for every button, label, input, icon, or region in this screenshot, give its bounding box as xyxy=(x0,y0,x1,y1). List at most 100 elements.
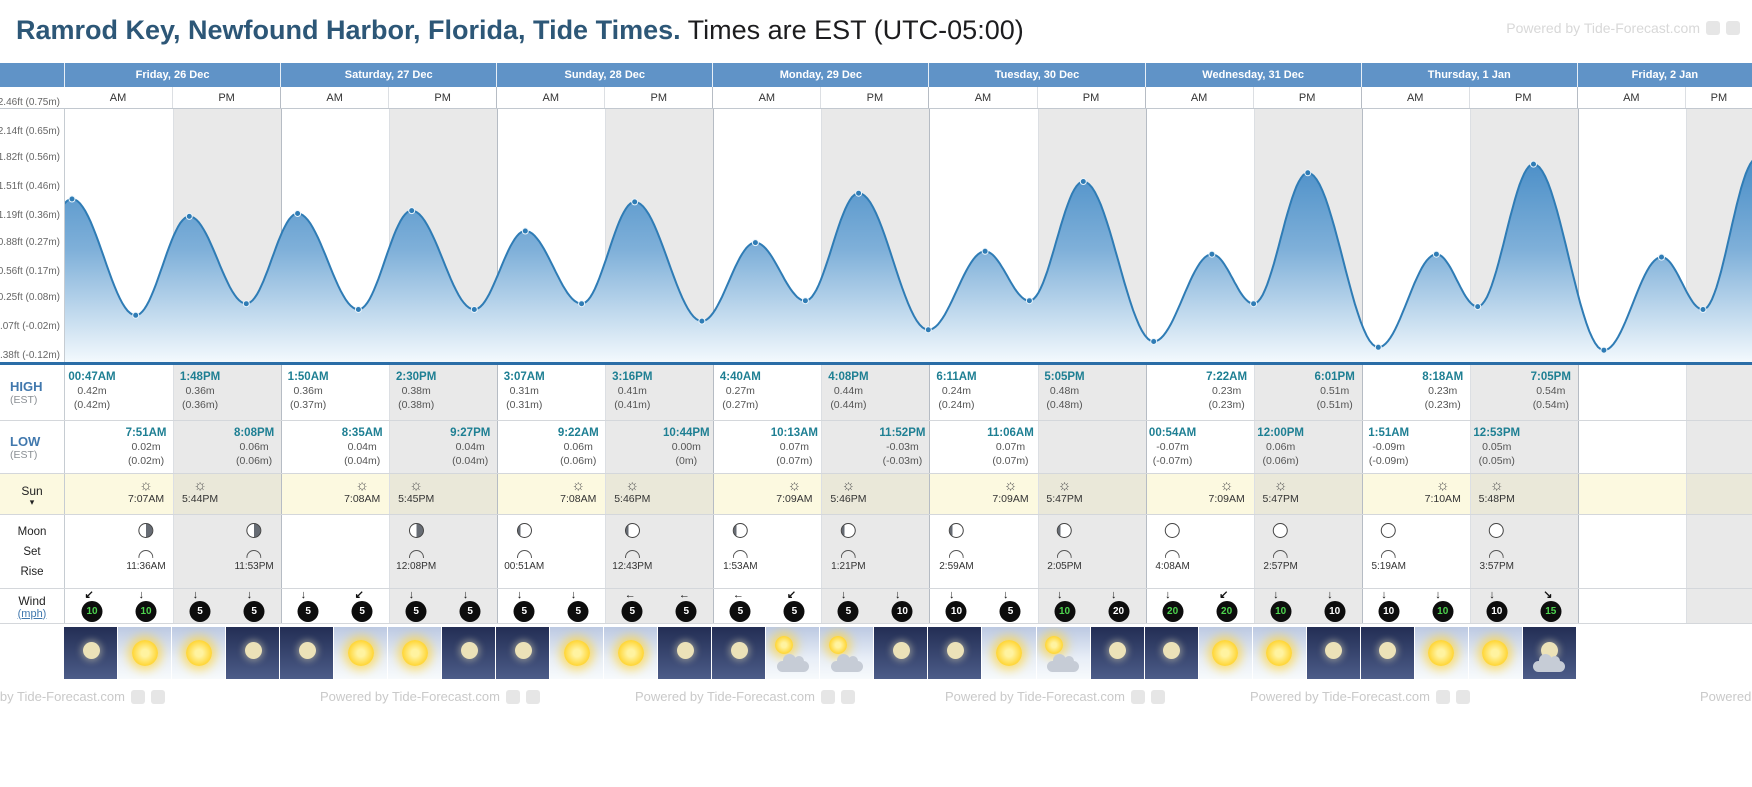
moon-set-entry: 12:08PM xyxy=(396,523,436,572)
low-tide-height: 0.04m xyxy=(347,440,377,453)
ampm-cell: PM xyxy=(1036,87,1145,108)
social-icon[interactable] xyxy=(505,689,520,704)
sun-icon xyxy=(563,640,590,666)
column-stripe xyxy=(1577,365,1686,420)
column-stripe xyxy=(1145,421,1254,474)
sun-icon xyxy=(1482,640,1509,666)
day-header-cell: Friday, 26 Dec xyxy=(64,63,280,87)
footer-watermark[interactable]: Powered by Tide-Forecast.com xyxy=(0,689,165,704)
column-stripe xyxy=(821,421,930,474)
column-stripe xyxy=(497,515,605,589)
weather-row-label xyxy=(0,624,64,682)
moon-set-icon xyxy=(840,550,856,558)
footer-watermark-link[interactable]: Powered by Tide-Forecast.com xyxy=(1700,689,1752,704)
weather-icon-night-moon xyxy=(64,627,119,679)
high-tide-entry: 1:50AM 0.36m (0.37m) xyxy=(288,370,329,412)
moon-icon xyxy=(1325,642,1343,660)
moon-set-time: 12:08PM xyxy=(396,561,437,572)
wind-badge: ↓ 5 xyxy=(567,590,589,622)
sun-icon xyxy=(1266,640,1293,666)
social-icon[interactable] xyxy=(1455,689,1470,704)
footer-watermark-link[interactable]: Powered by Tide-Forecast.com xyxy=(635,689,815,704)
high-tide-time: 7:05PM xyxy=(1530,371,1571,383)
low-tide-time: 9:22AM xyxy=(557,427,599,439)
tide-extreme-dot xyxy=(470,306,478,313)
footer-watermark[interactable]: Powered by Tide-Forecast.com xyxy=(1700,689,1752,704)
column-stripe xyxy=(1253,474,1362,515)
tide-extreme-dot xyxy=(801,297,809,305)
wind-badge: ↓ 5 xyxy=(189,590,211,622)
weather-icon-sun xyxy=(982,627,1037,679)
sun-label: Sun xyxy=(21,483,43,498)
wind-direction-arrow: ↘ xyxy=(1543,589,1553,601)
ampm-cell: PM xyxy=(172,87,280,108)
moon-set-entry: 2:57PM xyxy=(1263,523,1298,572)
social-icon[interactable] xyxy=(840,689,855,704)
wind-direction-arrow: ↓ xyxy=(948,589,955,601)
page-title-timezone: Times are EST (UTC-05:00) xyxy=(680,15,1024,45)
footer-watermark[interactable]: Powered by Tide-Forecast.com xyxy=(945,689,1165,704)
sunset-icon: ☼ xyxy=(1057,477,1072,494)
high-tide-datum: (0.36m) xyxy=(181,398,219,411)
moon-icon xyxy=(730,642,748,660)
column-stripe xyxy=(1361,109,1470,362)
social-icon[interactable] xyxy=(1726,21,1740,35)
footer-watermark[interactable]: Powered by Tide-Forecast.com xyxy=(320,689,540,704)
y-axis-label: 1.19ft (0.36m) xyxy=(0,210,60,222)
sunrise-icon: ☼ xyxy=(1219,477,1234,494)
footer-watermark-link[interactable]: Powered by Tide-Forecast.com xyxy=(1250,689,1430,704)
sunrise-time: 7:07AM xyxy=(127,493,165,505)
footer-watermark-link[interactable]: Powered by Tide-Forecast.com xyxy=(945,689,1125,704)
chart-content xyxy=(64,109,1752,362)
social-icon[interactable] xyxy=(1130,689,1145,704)
high-tide-datum: (0.38m) xyxy=(398,398,435,411)
title-bar: Ramrod Key, Newfound Harbor, Florida, Ti… xyxy=(0,0,1752,63)
column-stripe xyxy=(1469,421,1578,474)
footer-watermark-link[interactable]: Powered by Tide-Forecast.com xyxy=(320,689,500,704)
social-icon[interactable] xyxy=(130,689,145,704)
column-stripe xyxy=(1253,515,1362,589)
high-tide-height: 0.51m xyxy=(1320,384,1350,397)
high-tide-height: 0.38m xyxy=(401,384,431,397)
mph-unit-link[interactable]: (mph) xyxy=(17,607,47,620)
top-watermark[interactable]: Powered by Tide-Forecast.com xyxy=(1506,20,1740,36)
day-header-cell: Sunday, 28 Dec xyxy=(496,63,712,87)
column-stripe xyxy=(929,474,1038,515)
footer-watermark[interactable]: Powered by Tide-Forecast.com xyxy=(1250,689,1470,704)
high-tide-datum: (0.54m) xyxy=(1532,398,1569,411)
top-watermark-link[interactable]: Powered by Tide-Forecast.com xyxy=(1506,20,1700,36)
moon-content: 11:36AM 11:53PM 12:08PM 00:51AM 12:43PM 1:53A… xyxy=(64,515,1752,589)
wind-badge: ↓ 10 xyxy=(945,590,967,622)
social-icon[interactable] xyxy=(820,689,835,704)
social-icon[interactable] xyxy=(1706,21,1720,35)
weather-icon-sun xyxy=(550,627,605,679)
ampm-row: AM PM AM PM AM PM AM PM AM PM AM PM AM PM AM PM xyxy=(0,87,1752,109)
column-stripe xyxy=(281,474,390,515)
social-icon[interactable] xyxy=(1150,689,1165,704)
sunrise-icon: ☼ xyxy=(571,477,586,494)
social-icon[interactable] xyxy=(150,689,165,704)
moon-rise-label: Rise xyxy=(20,566,44,579)
footer-watermark[interactable]: Powered by Tide-Forecast.com xyxy=(635,689,855,704)
high-label-timezone: (EST) xyxy=(10,394,38,406)
cloud-icon xyxy=(830,654,863,672)
tide-extreme-dot xyxy=(242,300,250,308)
day-header-cell: Tuesday, 30 Dec xyxy=(928,63,1144,87)
footer-watermark-link[interactable]: Powered by Tide-Forecast.com xyxy=(0,689,125,704)
social-icon[interactable] xyxy=(525,689,540,704)
wind-direction-arrow: ↓ xyxy=(894,589,901,601)
low-row: LOW (EST) 7:51AM 0.02m (0.02m) 8:08PM 0.06m(… xyxy=(0,420,1752,474)
column-stripe xyxy=(1037,515,1146,589)
tide-extreme-dot xyxy=(1079,178,1087,185)
wind-speed: 5 xyxy=(305,606,311,617)
social-icon[interactable] xyxy=(1435,689,1450,704)
sun-row-toggle[interactable]: ▾ xyxy=(29,496,35,507)
wind-direction-arrow: ↓ xyxy=(840,589,847,601)
wind-badge: ↓ 5 xyxy=(999,590,1021,622)
wind-direction-arrow: ↓ xyxy=(1435,589,1441,601)
sunset-icon: ☼ xyxy=(193,477,207,494)
wind-badge: ↓ 5 xyxy=(513,590,535,622)
low-tide-time: 1:51AM xyxy=(1368,427,1410,439)
wind-direction-arrow: ↓ xyxy=(1002,589,1009,601)
ampm-cell: AM xyxy=(1360,87,1469,108)
